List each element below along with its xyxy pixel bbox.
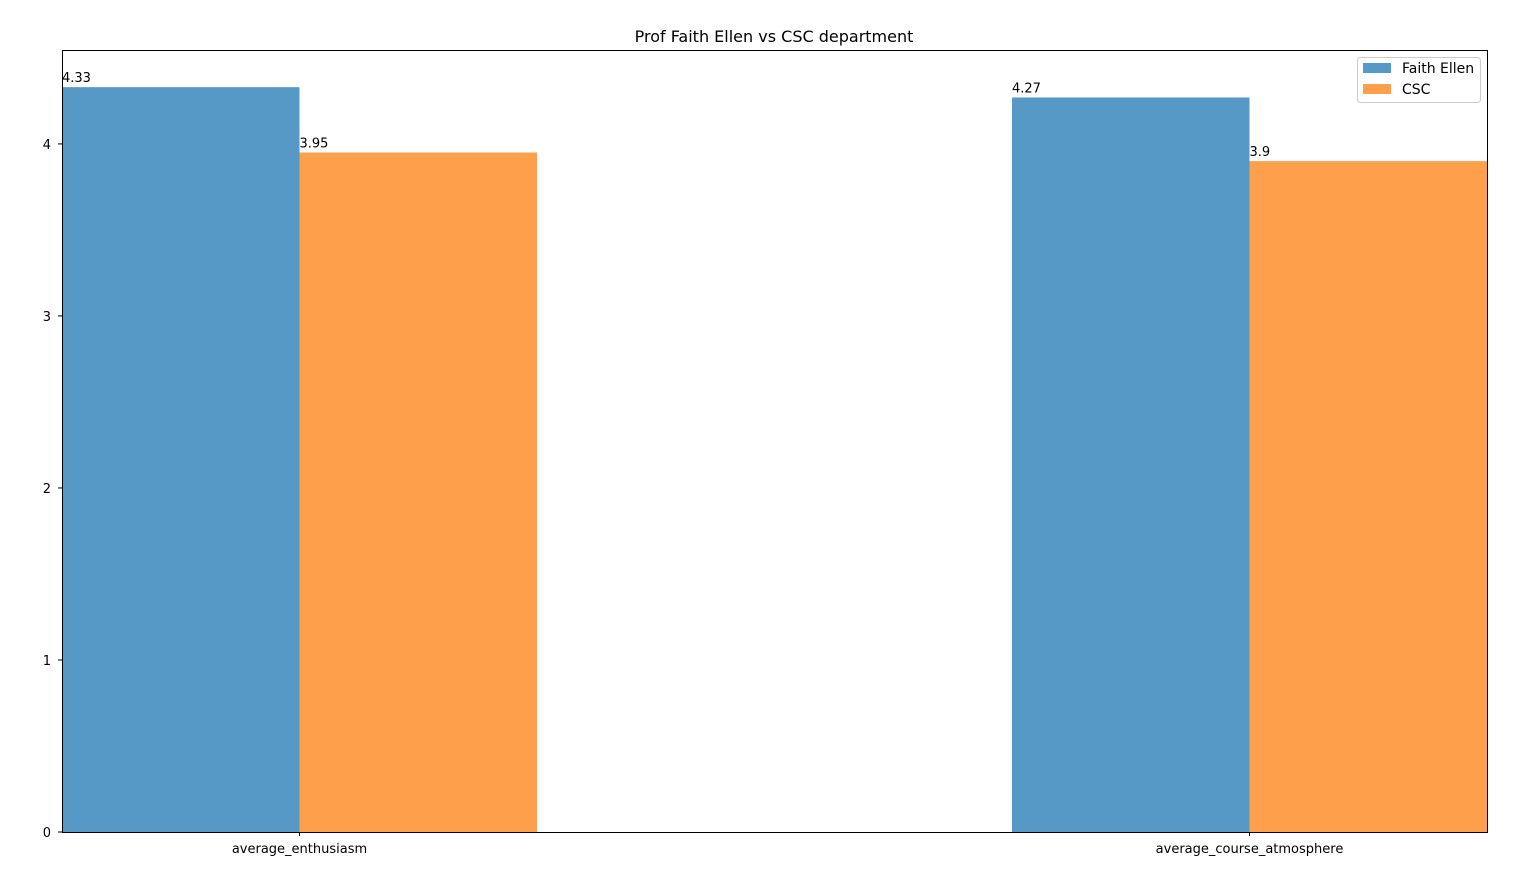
legend-label-faith-ellen: Faith Ellen xyxy=(1402,61,1474,77)
data-label-faith-ellen-average-enthusiasm: 4.33 xyxy=(62,71,91,86)
legend-swatch-csc xyxy=(1363,84,1391,94)
y-tick-label: 2 xyxy=(43,482,51,497)
x-tick-label-average-course-atmosphere: average_course_atmosphere xyxy=(1156,842,1344,857)
bar-csc-average-enthusiasm xyxy=(299,152,537,832)
bars-layer xyxy=(62,87,1487,832)
plot-frame xyxy=(62,50,1488,833)
y-tick-label: 1 xyxy=(43,654,51,669)
chart-title: Prof Faith Ellen vs CSC department xyxy=(635,27,914,46)
y-tick-label: 0 xyxy=(43,826,51,841)
data-label-csc-average-enthusiasm: 3.95 xyxy=(300,137,329,152)
bar-csc-average-course-atmosphere xyxy=(1249,161,1487,832)
legend-label-csc: CSC xyxy=(1402,82,1431,98)
axis-ticks-layer: 0 1 2 3 4 average_enthusiasm average_course_at… xyxy=(43,138,1344,857)
y-tick-label: 3 xyxy=(43,310,51,325)
data-label-csc-average-course-atmosphere: 3.9 xyxy=(1250,145,1271,160)
y-tick-label: 4 xyxy=(43,138,51,153)
data-labels-layer: 4.33 4.27 3.95 3.9 xyxy=(62,71,1270,160)
bar-faith-ellen-average-enthusiasm xyxy=(62,87,300,832)
data-label-faith-ellen-average-course-atmosphere: 4.27 xyxy=(1012,81,1041,96)
legend-swatch-faith-ellen xyxy=(1363,63,1391,73)
x-tick-label-average-enthusiasm: average_enthusiasm xyxy=(232,842,367,857)
legend: Faith Ellen CSC xyxy=(1357,57,1481,103)
bar-faith-ellen-average-course-atmosphere xyxy=(1012,97,1250,832)
